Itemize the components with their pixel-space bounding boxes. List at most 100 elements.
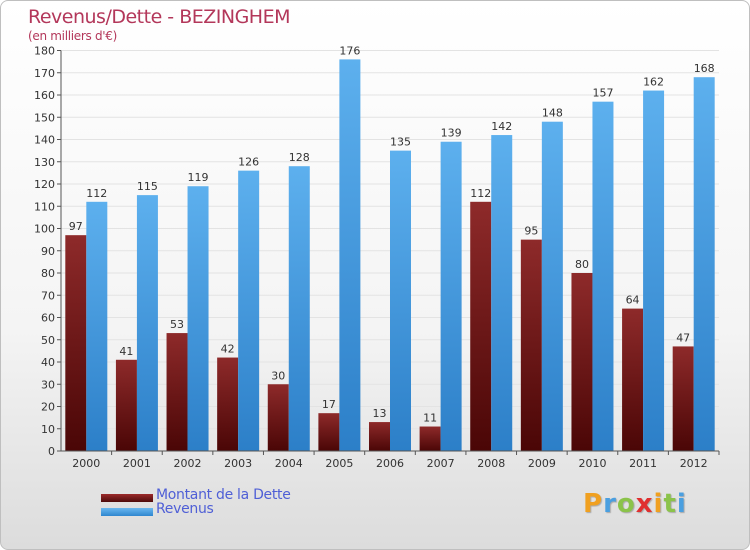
logo-letter: o bbox=[616, 489, 636, 519]
data-label: 115 bbox=[137, 180, 158, 193]
data-labels: 97 112 41 115 53 119 42 126 30 128 17 176 13 135 11 139… bbox=[69, 44, 715, 424]
y-tick-label: 160 bbox=[34, 89, 55, 102]
bar-revenus bbox=[339, 59, 361, 452]
data-label: 30 bbox=[271, 369, 285, 382]
y-tick-label: 170 bbox=[34, 67, 55, 80]
x-tick-label: 2000 bbox=[72, 457, 100, 470]
bar-revenus bbox=[541, 121, 563, 451]
data-label: 42 bbox=[221, 343, 235, 356]
data-label: 97 bbox=[69, 220, 83, 233]
bar-revenus bbox=[440, 141, 462, 451]
x-tick-label: 2007 bbox=[427, 457, 455, 470]
data-label: 126 bbox=[238, 156, 259, 169]
x-tick-label: 2006 bbox=[376, 457, 404, 470]
bar-revenus bbox=[288, 166, 310, 451]
bar-revenus bbox=[238, 170, 260, 451]
bar-revenus bbox=[693, 77, 715, 451]
bar-dette bbox=[115, 359, 137, 451]
data-label: 157 bbox=[592, 87, 613, 100]
chart-title: Revenus/Dette - BEZINGHEM bbox=[28, 6, 290, 28]
x-tick-label: 2003 bbox=[224, 457, 252, 470]
y-tick-label: 140 bbox=[34, 134, 55, 147]
chart-subtitle: (en milliers d'€) bbox=[28, 29, 118, 43]
bar-dette bbox=[470, 201, 492, 451]
legend-swatch-revenus bbox=[101, 508, 153, 516]
y-tick-label: 110 bbox=[34, 200, 55, 213]
bar-revenus bbox=[187, 186, 209, 451]
y-tick-label: 0 bbox=[48, 445, 55, 458]
bar-dette bbox=[318, 413, 340, 451]
logo-letter: r bbox=[603, 489, 617, 519]
data-label: 11 bbox=[423, 412, 437, 425]
y-tick-label: 60 bbox=[41, 312, 55, 325]
y-tick-label: 20 bbox=[41, 401, 55, 414]
bar-dette bbox=[217, 357, 239, 451]
bar-revenus bbox=[390, 150, 411, 451]
x-tick-label: 2009 bbox=[528, 457, 556, 470]
logo-letter: i bbox=[676, 489, 687, 519]
bar-dette bbox=[672, 346, 694, 451]
bar-revenus bbox=[592, 101, 614, 452]
data-label: 13 bbox=[373, 407, 387, 420]
data-label: 176 bbox=[339, 44, 360, 57]
data-label: 112 bbox=[86, 187, 107, 200]
data-label: 128 bbox=[289, 151, 310, 164]
data-label: 47 bbox=[676, 331, 690, 344]
y-tick-label: 10 bbox=[41, 423, 55, 436]
y-tick-label: 80 bbox=[41, 267, 55, 280]
bar-dette bbox=[571, 273, 593, 451]
data-label: 135 bbox=[390, 136, 411, 149]
logo-letter: P bbox=[583, 489, 604, 519]
proxiti-logo: Proxiti bbox=[583, 489, 687, 519]
data-label: 142 bbox=[491, 120, 512, 133]
y-tick-label: 90 bbox=[41, 245, 55, 258]
legend-label-dette: Montant de la Dette bbox=[156, 487, 291, 503]
bar-revenus bbox=[86, 201, 108, 451]
y-tick-label: 100 bbox=[34, 223, 55, 236]
data-label: 53 bbox=[170, 318, 184, 331]
y-tick-label: 120 bbox=[34, 178, 55, 191]
logo-letter: t bbox=[663, 489, 677, 519]
data-label: 168 bbox=[694, 62, 715, 75]
bar-revenus bbox=[491, 135, 513, 452]
data-label: 41 bbox=[119, 345, 133, 358]
y-tick-label: 50 bbox=[41, 334, 55, 347]
bar-dette bbox=[166, 333, 188, 451]
data-label: 112 bbox=[470, 187, 491, 200]
y-tick-label: 30 bbox=[41, 378, 55, 391]
x-tick-label: 2002 bbox=[174, 457, 202, 470]
legend-swatch-dette bbox=[101, 494, 153, 502]
bars bbox=[65, 59, 715, 452]
x-tick-label: 2001 bbox=[123, 457, 151, 470]
data-label: 119 bbox=[188, 171, 209, 184]
data-label: 148 bbox=[542, 107, 563, 120]
data-label: 17 bbox=[322, 398, 336, 411]
data-label: 162 bbox=[643, 76, 664, 89]
bar-dette bbox=[267, 384, 289, 451]
bar-dette bbox=[520, 239, 542, 451]
bar-revenus bbox=[643, 90, 665, 452]
legend-label-revenus: Revenus bbox=[156, 501, 214, 517]
bar-dette bbox=[419, 426, 441, 451]
y-tick-label: 150 bbox=[34, 111, 55, 124]
x-tick-label: 2010 bbox=[578, 457, 606, 470]
logo-letter: i bbox=[653, 489, 664, 519]
y-tick-label: 40 bbox=[41, 356, 55, 369]
x-tick-label: 2011 bbox=[629, 457, 657, 470]
x-tick-label: 2012 bbox=[680, 457, 708, 470]
y-tick-label: 180 bbox=[34, 45, 55, 58]
x-tick-label: 2005 bbox=[325, 457, 353, 470]
y-tick-label: 70 bbox=[41, 289, 55, 302]
x-tick-label: 2008 bbox=[477, 457, 505, 470]
bar-dette bbox=[622, 308, 644, 451]
bar-dette bbox=[369, 422, 390, 451]
data-label: 80 bbox=[575, 258, 589, 271]
logo-letter: x bbox=[635, 489, 654, 519]
axes: 0 10 20 30 40 50 60 70 80 90 100 110 120 130 140 150 160… bbox=[34, 45, 720, 470]
bar-dette bbox=[65, 235, 87, 451]
data-label: 64 bbox=[626, 294, 640, 307]
data-label: 95 bbox=[524, 225, 538, 238]
x-tick-label: 2004 bbox=[275, 457, 303, 470]
